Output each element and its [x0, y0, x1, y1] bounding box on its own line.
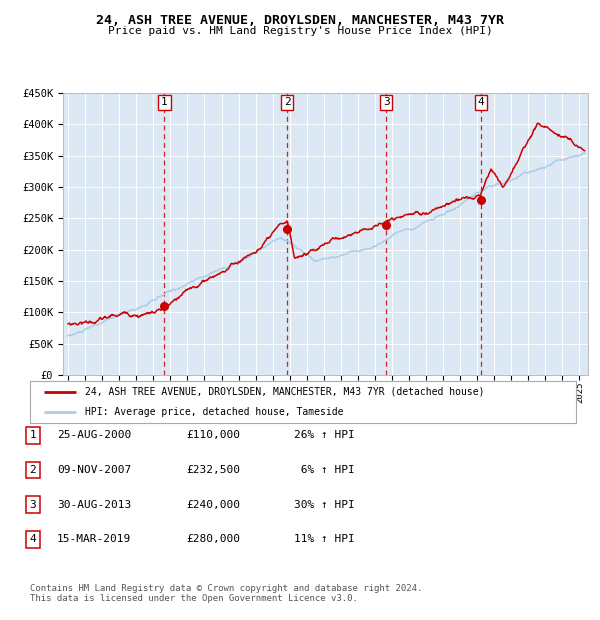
- Text: 24, ASH TREE AVENUE, DROYLSDEN, MANCHESTER, M43 7YR: 24, ASH TREE AVENUE, DROYLSDEN, MANCHEST…: [96, 14, 504, 27]
- Text: 4: 4: [29, 534, 37, 544]
- Text: 30% ↑ HPI: 30% ↑ HPI: [294, 500, 355, 510]
- Text: 11% ↑ HPI: 11% ↑ HPI: [294, 534, 355, 544]
- Text: £232,500: £232,500: [186, 465, 240, 475]
- Text: 15-MAR-2019: 15-MAR-2019: [57, 534, 131, 544]
- Text: 24, ASH TREE AVENUE, DROYLSDEN, MANCHESTER, M43 7YR (detached house): 24, ASH TREE AVENUE, DROYLSDEN, MANCHEST…: [85, 387, 484, 397]
- Text: Contains HM Land Registry data © Crown copyright and database right 2024.
This d: Contains HM Land Registry data © Crown c…: [30, 584, 422, 603]
- Text: £240,000: £240,000: [186, 500, 240, 510]
- Text: 26% ↑ HPI: 26% ↑ HPI: [294, 430, 355, 440]
- Text: HPI: Average price, detached house, Tameside: HPI: Average price, detached house, Tame…: [85, 407, 343, 417]
- Text: 30-AUG-2013: 30-AUG-2013: [57, 500, 131, 510]
- Text: 3: 3: [29, 500, 37, 510]
- Text: 2: 2: [284, 97, 290, 107]
- Text: 25-AUG-2000: 25-AUG-2000: [57, 430, 131, 440]
- Text: 1: 1: [161, 97, 168, 107]
- Text: 4: 4: [477, 97, 484, 107]
- Text: 1: 1: [29, 430, 37, 440]
- Text: 2: 2: [29, 465, 37, 475]
- Text: £280,000: £280,000: [186, 534, 240, 544]
- Text: 6% ↑ HPI: 6% ↑ HPI: [294, 465, 355, 475]
- Text: £110,000: £110,000: [186, 430, 240, 440]
- Text: Price paid vs. HM Land Registry's House Price Index (HPI): Price paid vs. HM Land Registry's House …: [107, 26, 493, 36]
- Text: 09-NOV-2007: 09-NOV-2007: [57, 465, 131, 475]
- Text: 3: 3: [383, 97, 389, 107]
